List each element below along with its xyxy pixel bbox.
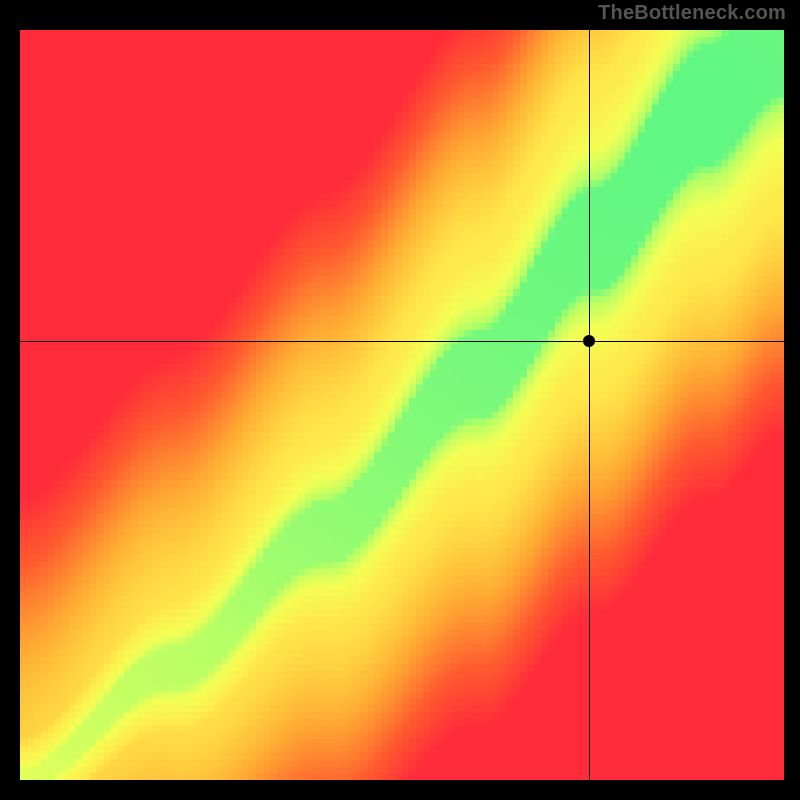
heatmap-plot: [20, 30, 784, 780]
chart-frame: TheBottleneck.com: [0, 0, 800, 800]
crosshair-horizontal: [20, 341, 784, 342]
crosshair-vertical: [589, 30, 590, 780]
marker-dot: [583, 335, 595, 347]
watermark-text: TheBottleneck.com: [598, 2, 786, 25]
heatmap-canvas: [20, 30, 784, 780]
